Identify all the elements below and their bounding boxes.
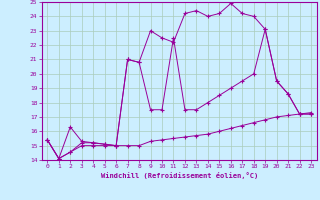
X-axis label: Windchill (Refroidissement éolien,°C): Windchill (Refroidissement éolien,°C) xyxy=(100,172,258,179)
